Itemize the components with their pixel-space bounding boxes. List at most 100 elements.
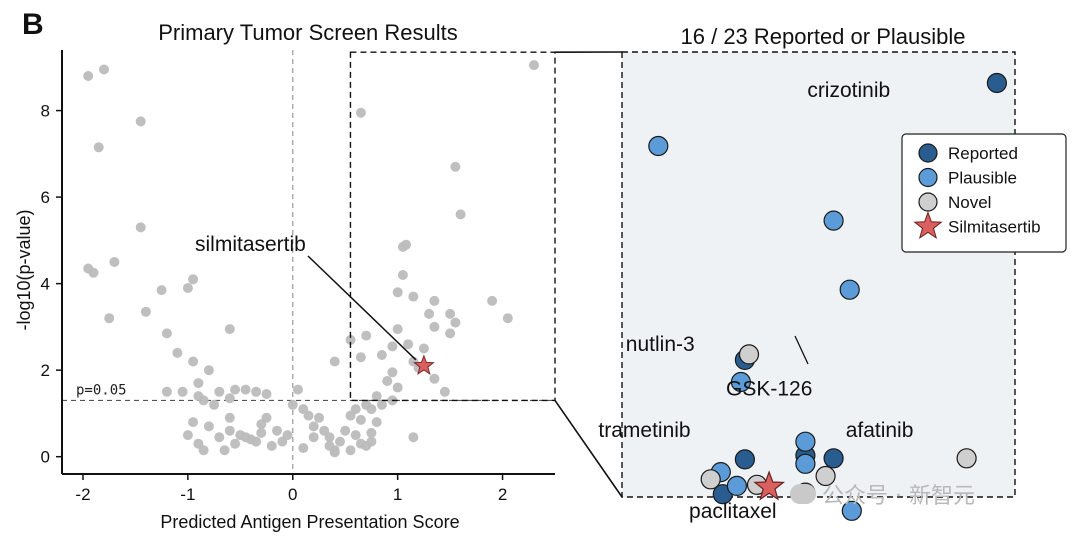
compound-point <box>366 427 377 438</box>
compound-point <box>376 399 387 410</box>
compound-points <box>83 60 539 458</box>
compound-point <box>439 386 450 397</box>
compound-point <box>240 384 251 395</box>
compound-point <box>308 432 319 443</box>
compound-point <box>408 291 419 302</box>
legend-label: Reported <box>948 144 1018 163</box>
compound-point <box>455 209 466 220</box>
compound-point <box>135 116 146 127</box>
compound-point <box>350 430 361 441</box>
compound-point <box>214 386 225 397</box>
plausible-point <box>839 279 860 300</box>
plausible-point <box>795 453 816 474</box>
zoom-panel-background <box>621 51 1016 498</box>
label-leader-lines <box>794 335 809 365</box>
compound-point <box>345 334 356 345</box>
compound-point <box>450 161 461 172</box>
threshold-label: p=0.05 <box>76 382 127 398</box>
compound-point <box>99 64 109 75</box>
compound-point <box>371 417 382 428</box>
compound-point <box>529 60 539 71</box>
compound-point <box>403 339 414 350</box>
drug-label-nutlin-3: nutlin-3 <box>626 333 695 356</box>
compound-point <box>298 443 309 453</box>
novel-point <box>815 465 836 487</box>
gsk126-leader <box>794 335 809 365</box>
compound-point <box>314 412 324 423</box>
compound-point <box>418 343 429 354</box>
novel-point <box>700 469 721 490</box>
compound-point <box>224 393 235 404</box>
compound-point <box>104 313 115 324</box>
compound-point <box>88 267 99 278</box>
compound-point <box>429 321 440 332</box>
compound-point <box>429 373 440 384</box>
compound-point <box>371 391 382 402</box>
compound-point <box>161 328 172 339</box>
x-tick-label: -1 <box>180 485 195 504</box>
compound-point <box>188 356 199 367</box>
compound-point <box>214 432 225 443</box>
compound-point <box>308 421 319 432</box>
compound-point <box>209 399 220 410</box>
compound-point <box>224 324 235 335</box>
compound-point <box>397 270 408 280</box>
y-tick-label: 6 <box>41 188 50 207</box>
compound-point <box>135 222 146 233</box>
compound-point <box>182 283 193 293</box>
compound-point <box>350 404 361 415</box>
legend-star <box>913 211 943 239</box>
zoom-title: 16 / 23 Reported or Plausible <box>681 24 966 49</box>
compound-point <box>256 419 267 430</box>
zoom-box-rect <box>349 51 556 402</box>
compound-point <box>261 389 272 399</box>
compound-point <box>366 436 377 447</box>
compound-point <box>424 308 435 319</box>
y-tick-label: 8 <box>41 102 50 121</box>
compound-point <box>83 71 94 81</box>
compound-point <box>203 421 214 432</box>
drug-points <box>648 72 1008 521</box>
compound-point <box>188 417 199 428</box>
watermark-text: 公众号 · 新智元 <box>822 484 975 509</box>
x-tick-label: 0 <box>288 485 297 504</box>
legend-marker <box>918 192 938 212</box>
compound-point <box>161 386 172 397</box>
compound-point <box>345 445 356 456</box>
drug-label-afatinib: afatinib <box>846 419 914 442</box>
compound-point <box>198 395 209 406</box>
plausible-point <box>730 371 752 393</box>
compound-point <box>287 399 298 410</box>
silmitasertib-annotation: silmitasertib <box>195 233 435 376</box>
legend-box <box>901 133 1067 253</box>
compound-point <box>361 330 372 341</box>
compound-point <box>487 295 498 306</box>
compound-point <box>355 107 366 118</box>
compound-point <box>382 376 393 386</box>
compound-point <box>392 287 403 298</box>
zoom-connectors <box>554 51 623 498</box>
compound-point <box>387 367 398 378</box>
compound-point <box>502 313 513 324</box>
compound-point <box>387 341 398 352</box>
plausible-point <box>795 431 816 452</box>
compound-point <box>203 365 214 376</box>
compound-point <box>329 356 340 367</box>
reported-point <box>986 72 1008 94</box>
silmitasertib-star <box>413 354 435 376</box>
silmitasertib-star <box>753 470 786 501</box>
wechat-icon <box>790 484 816 504</box>
y-tick-label: 2 <box>41 361 50 380</box>
compound-point <box>277 436 288 447</box>
y-tick-label: 0 <box>41 448 50 467</box>
compound-point <box>256 427 267 438</box>
compound-point <box>401 239 412 250</box>
drug-label-crizotinib: crizotinib <box>807 79 890 102</box>
connector-bottom <box>554 399 623 498</box>
compound-point <box>392 324 403 335</box>
panel-label: B <box>22 8 44 41</box>
volcano-plot: Primary Tumor Screen Results p=0.05 -2 -1… <box>14 20 556 532</box>
volcano-title: Primary Tumor Screen Results <box>158 20 458 45</box>
compound-point <box>224 425 235 436</box>
